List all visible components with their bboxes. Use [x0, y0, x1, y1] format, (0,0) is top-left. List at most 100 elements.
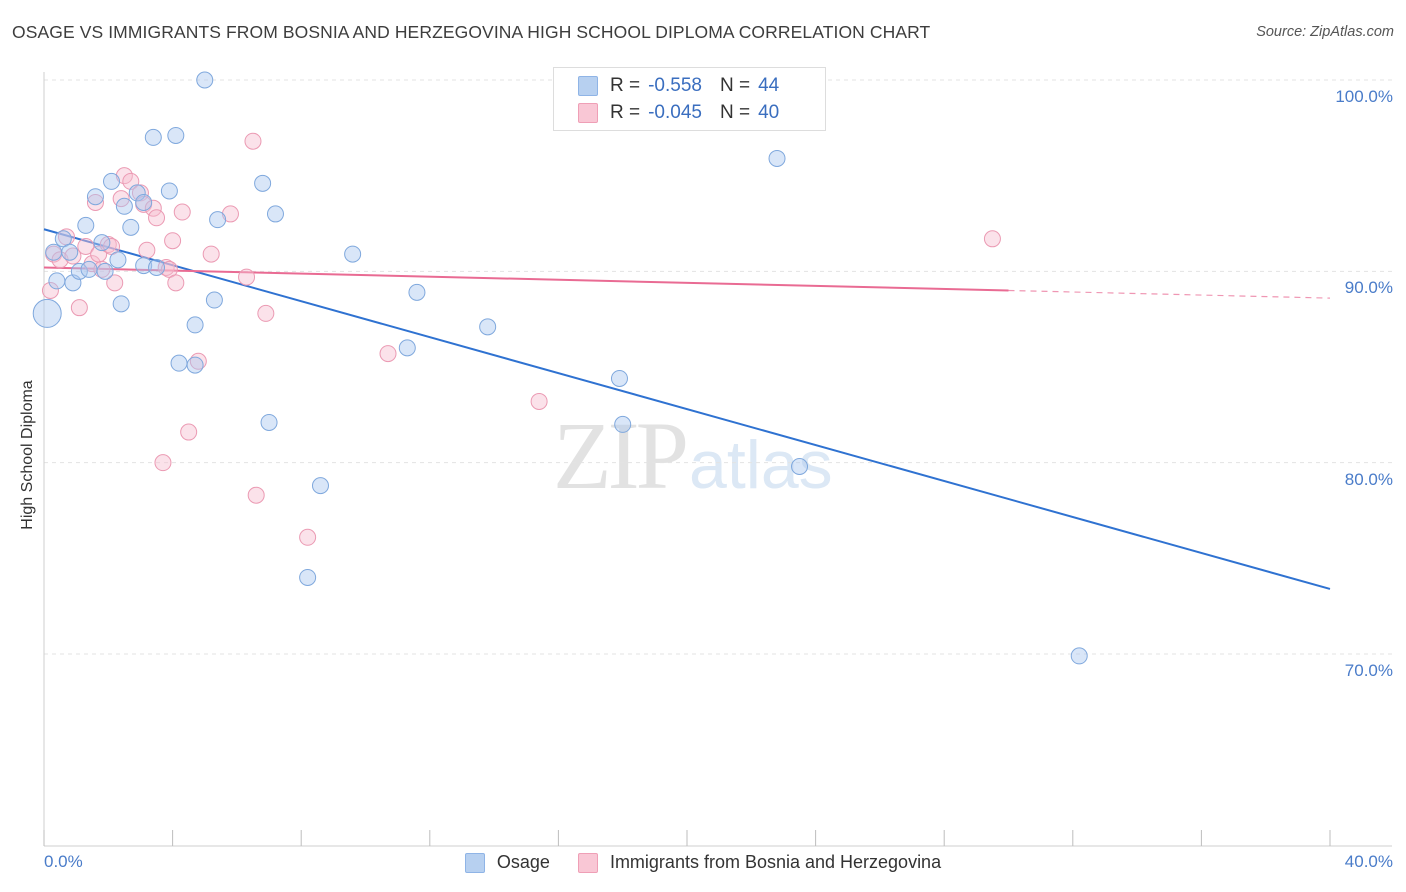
y-tick-label: 90.0% — [1344, 278, 1393, 298]
data-point-bosnia — [983, 230, 1001, 248]
x-tick-label-max: 40.0% — [1344, 852, 1393, 871]
data-point-osage — [93, 234, 111, 252]
data-point-bosnia — [173, 203, 191, 221]
watermark-atlas: atlas — [689, 427, 833, 503]
data-point-bosnia — [238, 268, 256, 286]
stats-legend-row-bosnia: R = -0.045 N = 40 — [578, 101, 779, 125]
data-point-osage — [205, 291, 223, 309]
stats-legend: R = -0.558 N = 44 R = -0.045 N = 40 — [553, 67, 826, 131]
x-tick-label-min: 0.0% — [44, 852, 83, 871]
data-point-bosnia — [202, 245, 220, 263]
data-point-osage — [144, 128, 162, 146]
data-point-osage — [299, 568, 317, 586]
data-point-osage — [768, 149, 786, 167]
r-value-bosnia: -0.045 — [648, 102, 702, 123]
data-point-bosnia — [154, 454, 172, 472]
data-point-osage — [186, 356, 204, 374]
data-point-osage — [86, 188, 104, 206]
data-point-osage — [80, 260, 98, 278]
n-value-bosnia: 40 — [758, 102, 780, 123]
data-point-bosnia — [148, 209, 166, 227]
source-label: Source: ZipAtlas.com — [1256, 24, 1394, 40]
data-point-osage — [103, 172, 121, 190]
data-point-osage — [479, 318, 497, 336]
data-point-osage — [45, 243, 63, 261]
grid-layer — [44, 79, 1392, 655]
data-point-bosnia — [164, 232, 182, 250]
data-point-bosnia — [106, 274, 124, 292]
data-point-osage — [109, 251, 127, 269]
y-tick-label: 70.0% — [1344, 661, 1393, 680]
data-point-bosnia — [247, 486, 265, 504]
data-point-bosnia — [180, 423, 198, 441]
data-point-bosnia — [167, 274, 185, 292]
osage-swatch — [578, 76, 598, 96]
n-label: N = — [719, 102, 751, 123]
data-point-osage — [610, 369, 628, 387]
data-point-bosnia — [144, 199, 162, 217]
data-point-osage — [186, 316, 204, 334]
trend-line-bosnia — [43, 266, 1009, 292]
y-axis-label: High School Diploma — [19, 380, 36, 530]
data-point-osage — [112, 295, 130, 313]
data-point-bosnia — [86, 193, 104, 211]
legend-swatch-osage — [464, 852, 485, 873]
data-point-osage — [1070, 647, 1088, 665]
legend-label-osage: Osage — [496, 852, 550, 872]
data-point-bosnia — [257, 304, 275, 322]
data-point-bosnia — [530, 392, 548, 410]
data-point-osage — [408, 283, 426, 301]
data-point-bosnia — [299, 528, 317, 546]
legend-swatch-bosnia — [577, 852, 598, 873]
data-point-osage — [266, 205, 284, 223]
watermark: ZIPatlas — [553, 400, 833, 511]
data-point-bosnia — [244, 132, 262, 150]
r-label: R = — [610, 75, 641, 96]
n-label: N = — [719, 75, 751, 96]
data-point-bosnia — [379, 345, 397, 363]
r-label: R = — [610, 102, 641, 123]
data-point-osage — [254, 174, 272, 192]
data-point-osage — [135, 257, 153, 275]
data-point-bosnia — [77, 237, 95, 255]
data-point-bosnia — [138, 241, 156, 259]
data-point-osage — [398, 339, 416, 357]
data-point-osage — [96, 262, 114, 280]
data-point-osage — [209, 211, 227, 229]
r-value-osage: -0.558 — [648, 75, 702, 96]
legend-item-osage[interactable]: Osage — [464, 852, 550, 873]
legend-label-bosnia: Immigrants from Bosnia and Herzegovina — [609, 852, 942, 872]
legend-item-bosnia[interactable]: Immigrants from Bosnia and Herzegovina — [577, 852, 942, 873]
data-point-osage — [128, 184, 146, 202]
data-point-osage — [260, 413, 278, 431]
series-pink-points — [41, 132, 1001, 546]
data-point-osage — [122, 218, 140, 236]
data-point-osage — [61, 243, 79, 261]
data-point-bosnia — [157, 259, 175, 277]
axis-layer — [43, 72, 1392, 847]
trend-layer — [43, 228, 1331, 590]
series-blue-points — [32, 71, 1088, 665]
data-point-osage — [77, 216, 95, 234]
data-point-osage — [614, 415, 632, 433]
data-point-bosnia — [99, 236, 117, 254]
data-point-osage — [344, 245, 362, 263]
data-point-bosnia — [41, 281, 59, 299]
trend-line-extension-bosnia — [1008, 289, 1331, 299]
data-point-osage — [135, 193, 153, 211]
data-point-osage — [48, 272, 66, 290]
bosnia-swatch — [578, 103, 598, 123]
data-point-bosnia — [93, 260, 111, 278]
data-point-osage — [167, 126, 185, 144]
data-point-osage — [160, 182, 178, 200]
data-point-osage — [115, 197, 133, 215]
data-point-osage — [196, 71, 214, 89]
chart-title: OSAGE VS IMMIGRANTS FROM BOSNIA AND HERZ… — [12, 22, 931, 42]
n-value-osage: 44 — [758, 75, 780, 96]
watermark-zip: ZIP — [553, 402, 689, 509]
data-point-bosnia — [70, 299, 88, 317]
data-point-osage — [791, 457, 809, 475]
data-point-osage — [32, 298, 62, 328]
data-point-osage — [311, 477, 329, 495]
